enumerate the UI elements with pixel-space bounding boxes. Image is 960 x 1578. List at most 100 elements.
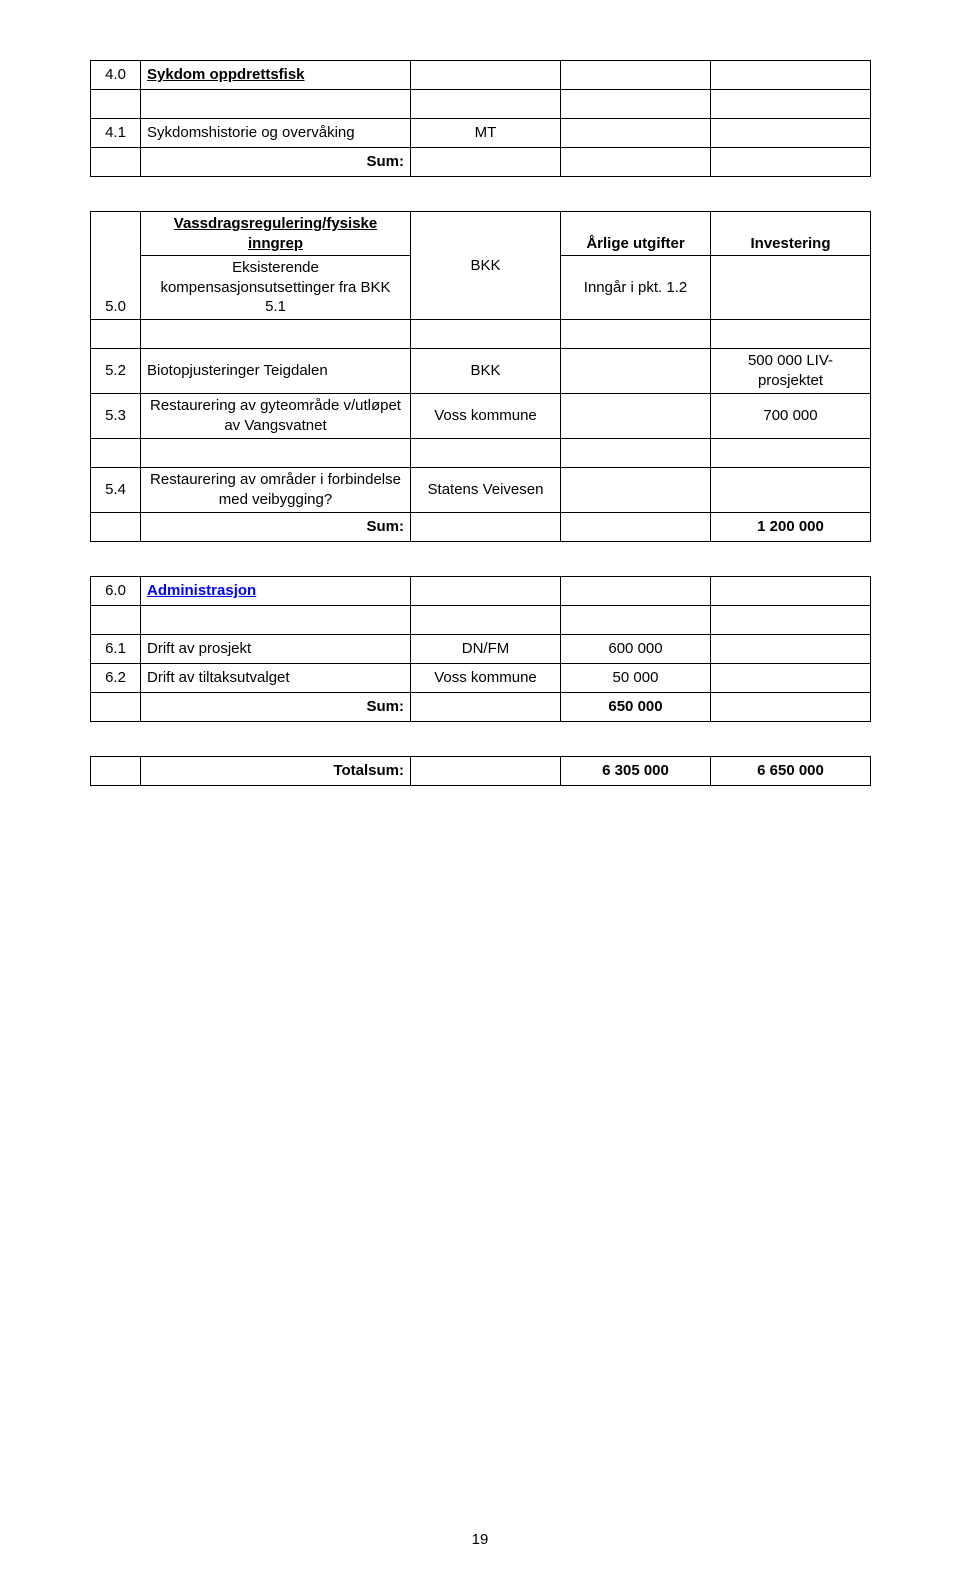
cell-total-value: 6 305 000 xyxy=(561,756,711,785)
cell xyxy=(561,348,711,393)
cell xyxy=(711,148,871,177)
cell xyxy=(561,119,711,148)
cell-actor: BKK xyxy=(411,212,561,320)
cell xyxy=(141,605,411,634)
cell xyxy=(561,576,711,605)
cell xyxy=(561,605,711,634)
cell xyxy=(411,692,561,721)
table-row xyxy=(91,319,871,348)
table-row: Sum: 1 200 000 xyxy=(91,512,871,541)
cell xyxy=(561,467,711,512)
cell xyxy=(141,90,411,119)
table-6-admin: 6.0 Administrasjon 6.1 Drift av prosjekt… xyxy=(90,576,871,722)
table-row: Sum: xyxy=(91,148,871,177)
cell-actor: Voss kommune xyxy=(411,663,561,692)
cell-id: 5.0 xyxy=(91,212,141,320)
cell-value: 50 000 xyxy=(561,663,711,692)
cell xyxy=(561,438,711,467)
cell xyxy=(411,605,561,634)
cell xyxy=(411,148,561,177)
cell xyxy=(91,90,141,119)
table-row: 5.3 Restaurering av gyteområde v/utløpet… xyxy=(91,393,871,438)
cell-label: Drift av tiltaksutvalget xyxy=(141,663,411,692)
cell xyxy=(91,319,141,348)
cell xyxy=(711,634,871,663)
table-row: 5.0 Vassdragsregulering/fysiske inngrep … xyxy=(91,212,871,256)
table-row: 5.2 Biotopjusteringer Teigdalen BKK 500 … xyxy=(91,348,871,393)
table-row xyxy=(91,605,871,634)
cell-id: 5.2 xyxy=(91,348,141,393)
cell-col-header: Investering xyxy=(711,212,871,256)
page-number: 19 xyxy=(0,1531,960,1548)
cell-heading: Sykdom oppdrettsfisk xyxy=(141,61,411,90)
cell xyxy=(711,61,871,90)
cell xyxy=(411,576,561,605)
document-page: 4.0 Sykdom oppdrettsfisk 4.1 Sykdomshist… xyxy=(0,0,960,1578)
cell xyxy=(561,61,711,90)
table-total: Totalsum: 6 305 000 6 650 000 xyxy=(90,756,871,786)
table-row: 6.1 Drift av prosjekt DN/FM 600 000 xyxy=(91,634,871,663)
table-row: Sum: 650 000 xyxy=(91,692,871,721)
cell xyxy=(91,605,141,634)
cell-id: 4.0 xyxy=(91,61,141,90)
cell xyxy=(711,467,871,512)
cell-id: 5.3 xyxy=(91,393,141,438)
cell-actor: MT xyxy=(411,119,561,148)
cell xyxy=(561,90,711,119)
cell-id: 6.0 xyxy=(91,576,141,605)
table-row xyxy=(91,90,871,119)
cell xyxy=(411,90,561,119)
cell xyxy=(711,119,871,148)
cell-actor: DN/FM xyxy=(411,634,561,663)
cell-sum-label: Sum: xyxy=(141,512,411,541)
cell xyxy=(711,256,871,320)
cell xyxy=(141,319,411,348)
cell-label: Biotopjusteringer Teigdalen xyxy=(141,348,411,393)
cell xyxy=(711,90,871,119)
table-5-waterway: 5.0 Vassdragsregulering/fysiske inngrep … xyxy=(90,211,871,542)
cell xyxy=(411,319,561,348)
cell-id: 6.1 xyxy=(91,634,141,663)
cell xyxy=(561,319,711,348)
table-4-sickness: 4.0 Sykdom oppdrettsfisk 4.1 Sykdomshist… xyxy=(90,60,871,177)
cell-label: Drift av prosjekt xyxy=(141,634,411,663)
cell-value: 500 000 LIV-prosjektet xyxy=(711,348,871,393)
cell-id: 4.1 xyxy=(91,119,141,148)
cell xyxy=(561,148,711,177)
table-row: Totalsum: 6 305 000 6 650 000 xyxy=(91,756,871,785)
cell-total-label: Totalsum: xyxy=(141,756,411,785)
table-row: 6.0 Administrasjon xyxy=(91,576,871,605)
table-row: 4.1 Sykdomshistorie og overvåking MT xyxy=(91,119,871,148)
cell xyxy=(711,576,871,605)
cell xyxy=(91,692,141,721)
cell-actor: Voss kommune xyxy=(411,393,561,438)
cell xyxy=(411,512,561,541)
cell xyxy=(711,438,871,467)
cell-label: Sykdomshistorie og overvåking xyxy=(141,119,411,148)
cell-label: Eksisterende kompensasjonsutsettinger fr… xyxy=(141,256,411,320)
cell-id: 5.4 xyxy=(91,467,141,512)
table-row: 6.2 Drift av tiltaksutvalget Voss kommun… xyxy=(91,663,871,692)
cell-subid: 5.1 xyxy=(147,297,404,317)
cell xyxy=(561,393,711,438)
cell-label: Restaurering av gyteområde v/utløpet av … xyxy=(141,393,411,438)
table-row: 5.4 Restaurering av områder i forbindels… xyxy=(91,467,871,512)
cell-heading-link[interactable]: Administrasjon xyxy=(141,576,411,605)
cell xyxy=(91,148,141,177)
cell-actor: Statens Veivesen xyxy=(411,467,561,512)
cell-col-header: Årlige utgifter xyxy=(561,212,711,256)
cell-heading: Vassdragsregulering/fysiske inngrep xyxy=(141,212,411,256)
cell xyxy=(711,663,871,692)
cell-total-value: 6 650 000 xyxy=(711,756,871,785)
cell-value: 600 000 xyxy=(561,634,711,663)
cell xyxy=(411,756,561,785)
cell xyxy=(141,438,411,467)
cell xyxy=(711,319,871,348)
cell xyxy=(411,61,561,90)
table-row: 4.0 Sykdom oppdrettsfisk xyxy=(91,61,871,90)
cell xyxy=(91,438,141,467)
cell-sum-label: Sum: xyxy=(141,692,411,721)
cell-value: Inngår i pkt. 1.2 xyxy=(561,256,711,320)
cell-sum-value: 650 000 xyxy=(561,692,711,721)
cell xyxy=(411,438,561,467)
